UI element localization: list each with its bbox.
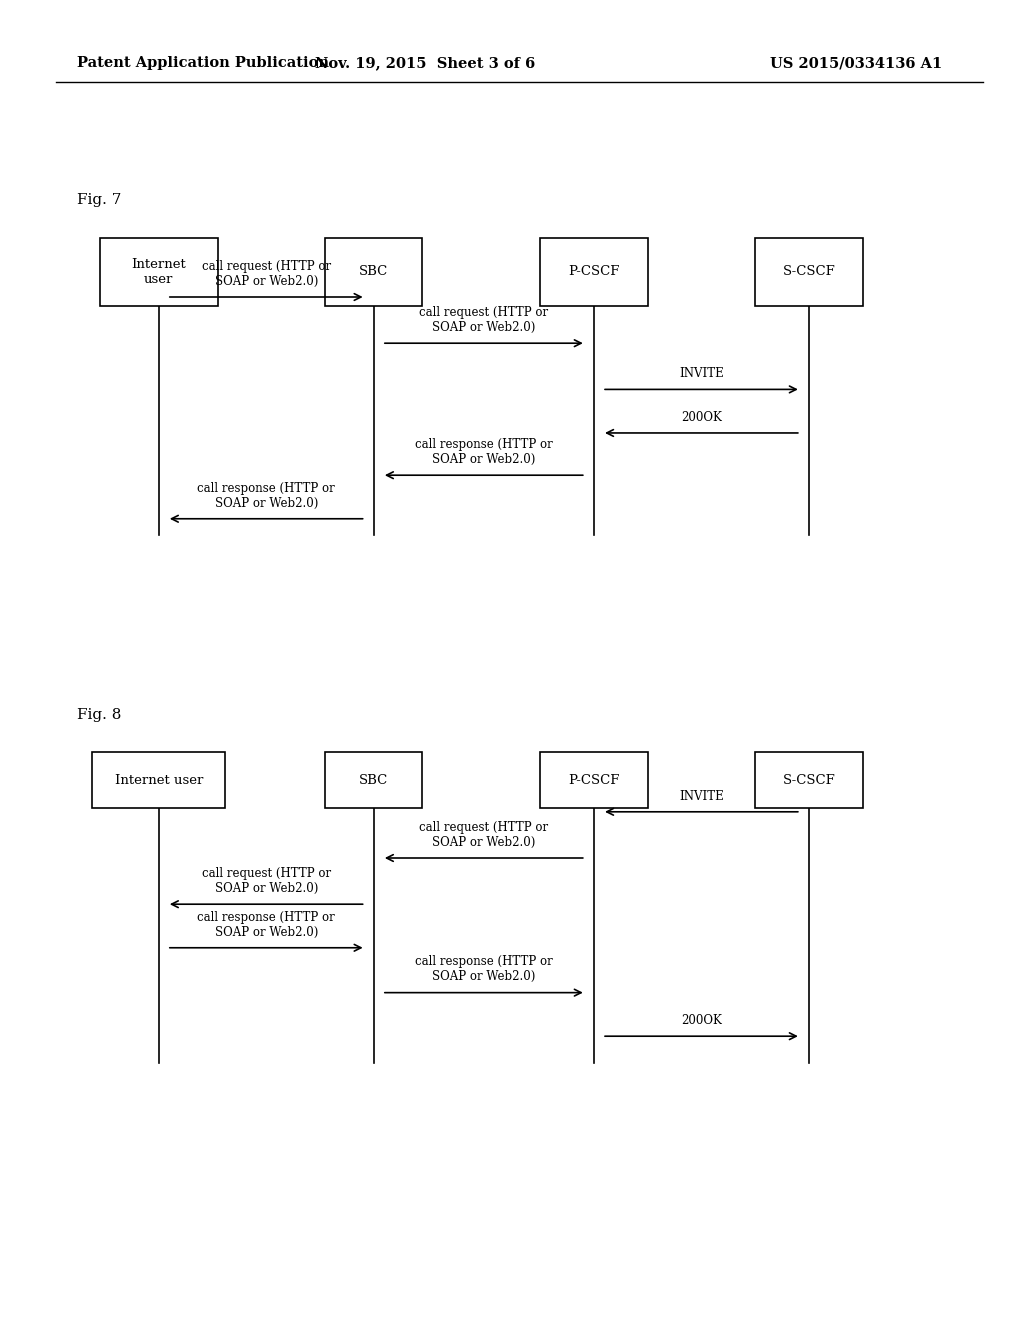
Bar [100,238,218,306]
Text: P-CSCF: P-CSCF [568,774,620,787]
Text: S-CSCF: S-CSCF [782,265,836,279]
Text: INVITE: INVITE [679,367,724,380]
Text: Nov. 19, 2015  Sheet 3 of 6: Nov. 19, 2015 Sheet 3 of 6 [314,57,536,70]
Text: 200OK: 200OK [681,411,722,424]
Bar [326,752,422,808]
Text: INVITE: INVITE [679,789,724,803]
Bar [756,238,862,306]
Text: call request (HTTP or
SOAP or Web2.0): call request (HTTP or SOAP or Web2.0) [202,260,331,288]
Text: 200OK: 200OK [681,1014,722,1027]
Bar [756,752,862,808]
Text: call response (HTTP or
SOAP or Web2.0): call response (HTTP or SOAP or Web2.0) [198,911,335,939]
Text: call request (HTTP or
SOAP or Web2.0): call request (HTTP or SOAP or Web2.0) [202,867,331,895]
Text: call response (HTTP or
SOAP or Web2.0): call response (HTTP or SOAP or Web2.0) [198,482,335,510]
Text: call request (HTTP or
SOAP or Web2.0): call request (HTTP or SOAP or Web2.0) [419,306,549,334]
Text: call response (HTTP or
SOAP or Web2.0): call response (HTTP or SOAP or Web2.0) [415,438,553,466]
Bar [541,752,647,808]
Text: P-CSCF: P-CSCF [568,265,620,279]
Bar [92,752,225,808]
Text: Fig. 7: Fig. 7 [77,193,121,207]
Text: SBC: SBC [359,265,388,279]
Bar [326,238,422,306]
Text: call response (HTTP or
SOAP or Web2.0): call response (HTTP or SOAP or Web2.0) [415,956,553,983]
Text: Internet user: Internet user [115,774,203,787]
Bar [541,238,647,306]
Text: Internet
user: Internet user [131,257,186,286]
Text: S-CSCF: S-CSCF [782,774,836,787]
Text: call request (HTTP or
SOAP or Web2.0): call request (HTTP or SOAP or Web2.0) [419,821,549,849]
Text: SBC: SBC [359,774,388,787]
Text: Patent Application Publication: Patent Application Publication [77,57,329,70]
Text: US 2015/0334136 A1: US 2015/0334136 A1 [770,57,942,70]
Text: Fig. 8: Fig. 8 [77,708,121,722]
